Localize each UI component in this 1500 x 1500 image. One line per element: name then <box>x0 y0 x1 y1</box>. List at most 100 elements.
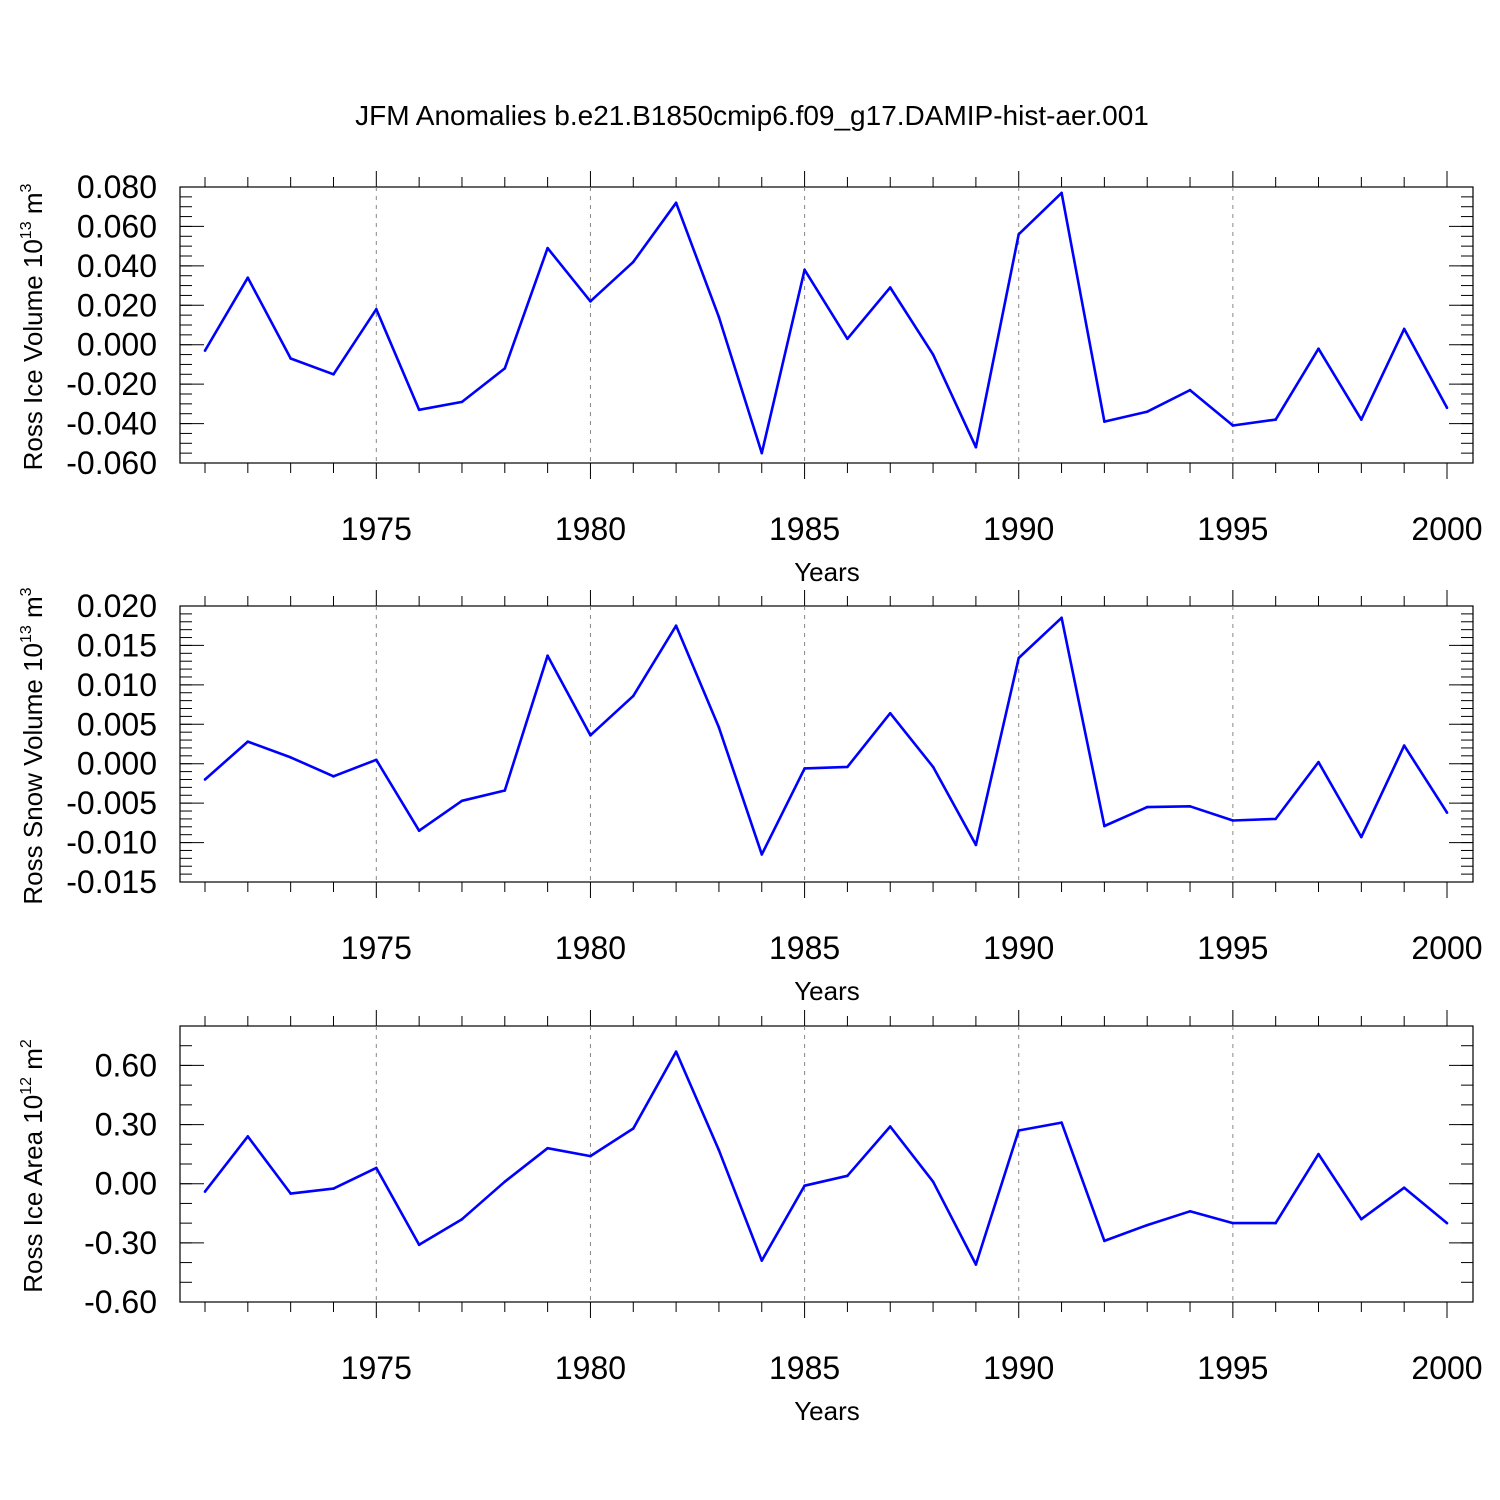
data-point <box>1402 1186 1406 1189</box>
data-point <box>1103 1239 1106 1243</box>
data-point <box>246 276 250 279</box>
y-tick-label: -0.015 <box>66 864 157 900</box>
data-point <box>460 1217 464 1221</box>
data-point <box>375 1166 378 1170</box>
y-tick-label: 0.00 <box>95 1166 157 1202</box>
data-point <box>1274 1221 1277 1225</box>
x-tick-label: 2000 <box>1411 930 1482 966</box>
y-tick-label: 0.060 <box>77 208 157 244</box>
data-point <box>1103 824 1106 828</box>
data-point <box>674 624 678 628</box>
data-point <box>717 726 721 729</box>
plot-frame <box>179 186 1474 464</box>
plot-frame <box>179 1025 1474 1303</box>
data-point <box>1188 804 1192 808</box>
x-tick-label: 1995 <box>1197 930 1268 966</box>
data-point <box>1103 420 1106 423</box>
x-tick-label: 1985 <box>769 930 840 966</box>
data-point <box>203 778 207 781</box>
data-point <box>1445 406 1449 410</box>
data-point <box>760 451 764 455</box>
data-point <box>974 445 978 449</box>
x-tick-label: 1980 <box>555 511 626 547</box>
data-point <box>417 408 421 412</box>
y-axis-title: Ross Snow Volume 1013 m3 <box>18 587 48 904</box>
y-tick-label: 0.005 <box>77 706 157 742</box>
data-point <box>289 756 292 759</box>
x-tick-label: 1995 <box>1197 511 1268 547</box>
y-tick-label: 0.040 <box>77 248 157 284</box>
data-point <box>674 201 678 205</box>
y-tick-label: 0.60 <box>95 1047 157 1083</box>
data-point <box>1017 656 1021 660</box>
panels: -0.060-0.040-0.0200.0000.0200.0400.0600.… <box>18 169 1483 1426</box>
series-line-ross-snow-volume <box>204 616 1449 856</box>
data-point <box>1060 1121 1063 1124</box>
data-point <box>1231 1221 1235 1225</box>
data-point <box>332 1187 335 1190</box>
x-tick-label: 1985 <box>769 511 840 547</box>
x-tick-label: 1990 <box>983 1350 1054 1386</box>
y-tick-label: 0.010 <box>77 667 157 703</box>
y-tick-label: -0.010 <box>66 825 157 861</box>
data-point <box>1188 1210 1192 1213</box>
x-tick-label: 1975 <box>341 1350 412 1386</box>
data-point <box>546 654 549 657</box>
data-point <box>760 1259 764 1262</box>
figure-title: JFM Anomalies b.e21.B1850cmip6.f09_g17.D… <box>355 100 1149 131</box>
data-point <box>1317 1152 1320 1156</box>
data-point <box>717 315 721 319</box>
data-point <box>503 789 507 792</box>
data-point <box>332 775 335 778</box>
y-tick-label: -0.040 <box>66 406 157 442</box>
data-point <box>1274 817 1277 821</box>
data-point <box>246 1135 250 1138</box>
data-point <box>1188 388 1192 392</box>
x-tick-label: 1990 <box>983 930 1054 966</box>
x-tick-label: 1980 <box>555 930 626 966</box>
y-tick-label: -0.30 <box>84 1225 157 1261</box>
data-point <box>931 1180 935 1184</box>
data-point <box>1445 811 1449 814</box>
y-tick-label: 0.020 <box>77 588 157 624</box>
data-point <box>460 799 464 803</box>
data-point <box>289 357 292 360</box>
y-tick-label: 0.020 <box>77 287 157 323</box>
series-line-ross-ice-area <box>203 1050 1448 1266</box>
x-axis-title: Years <box>794 1396 860 1426</box>
data-point <box>760 853 764 856</box>
data-point <box>417 829 421 833</box>
data-point <box>888 1125 892 1128</box>
x-tick-label: 1975 <box>341 930 412 966</box>
x-tick-label: 1985 <box>769 1350 840 1386</box>
data-point <box>589 1154 592 1158</box>
data-point <box>803 767 806 770</box>
y-tick-label: -0.060 <box>66 445 157 481</box>
data-point <box>931 353 935 356</box>
data-point <box>888 286 892 289</box>
y-tick-label: 0.30 <box>95 1107 157 1143</box>
data-point <box>1402 744 1406 747</box>
chart-panel-ross-ice-area: -0.60 -0.30 0.00 0.30 0.60 1975 1980 1985 1990 19… <box>18 1010 1483 1426</box>
data-point <box>1060 191 1063 195</box>
x-tick-label: 1975 <box>341 511 412 547</box>
data-point <box>631 1127 635 1130</box>
data-point <box>289 1192 292 1195</box>
data-point <box>1274 418 1277 421</box>
data-point <box>846 765 849 769</box>
data-point <box>888 711 892 715</box>
data-point <box>332 372 335 376</box>
data-point <box>589 300 592 303</box>
data-point <box>1231 424 1235 427</box>
data-point <box>417 1243 421 1247</box>
data-point <box>460 400 464 404</box>
data-point <box>1145 410 1149 414</box>
data-point <box>546 1146 549 1150</box>
data-point <box>1231 819 1235 822</box>
data-point <box>1445 1221 1449 1225</box>
data-point <box>931 765 935 769</box>
data-point <box>1317 760 1320 764</box>
